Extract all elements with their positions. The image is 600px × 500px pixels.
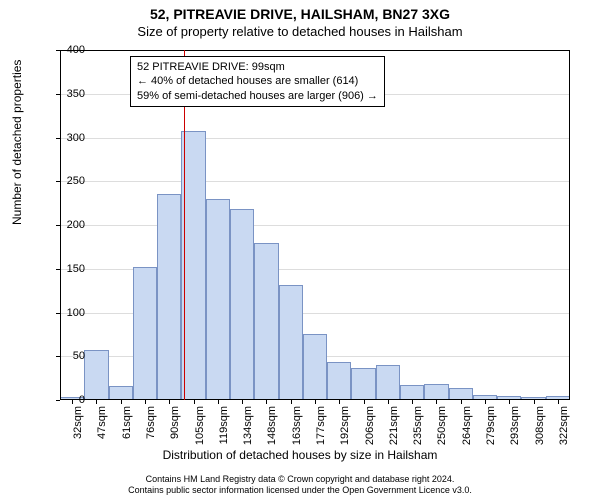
x-tick-mark bbox=[121, 400, 122, 404]
gridline bbox=[60, 138, 570, 139]
y-axis-label: Number of detached properties bbox=[10, 60, 24, 225]
x-tick-label: 322sqm bbox=[558, 406, 570, 451]
y-tick-label: 150 bbox=[45, 263, 85, 275]
annotation-line3: 59% of semi-detached houses are larger (… bbox=[137, 89, 378, 103]
x-tick-mark bbox=[266, 400, 267, 404]
x-tick-label: 61sqm bbox=[121, 406, 133, 451]
x-tick-mark bbox=[436, 400, 437, 404]
x-tick-label: 32sqm bbox=[72, 406, 84, 451]
histogram-bar bbox=[230, 209, 254, 400]
y-tick-label: 200 bbox=[45, 219, 85, 231]
x-tick-mark bbox=[534, 400, 535, 404]
x-tick-label: 206sqm bbox=[364, 406, 376, 451]
x-tick-label: 279sqm bbox=[485, 406, 497, 451]
y-tick-label: 300 bbox=[45, 132, 85, 144]
x-tick-mark bbox=[194, 400, 195, 404]
histogram-bar bbox=[157, 194, 181, 401]
x-tick-label: 293sqm bbox=[509, 406, 521, 451]
x-tick-mark bbox=[509, 400, 510, 404]
chart-subtitle: Size of property relative to detached ho… bbox=[0, 22, 600, 39]
annotation-line1: 52 PITREAVIE DRIVE: 99sqm bbox=[137, 60, 378, 74]
y-tick-label: 50 bbox=[45, 350, 85, 362]
x-tick-label: 221sqm bbox=[388, 406, 400, 451]
annotation-line2: ← 40% of detached houses are smaller (61… bbox=[137, 74, 378, 88]
x-tick-mark bbox=[145, 400, 146, 404]
histogram-bar bbox=[400, 385, 424, 400]
x-tick-label: 148sqm bbox=[266, 406, 278, 451]
histogram-bar bbox=[109, 386, 133, 400]
footer-line2: Contains public sector information licen… bbox=[0, 485, 600, 496]
x-tick-label: 90sqm bbox=[169, 406, 181, 451]
x-tick-label: 163sqm bbox=[291, 406, 303, 451]
footer-line1: Contains HM Land Registry data © Crown c… bbox=[0, 474, 600, 485]
x-tick-label: 250sqm bbox=[436, 406, 448, 451]
x-tick-label: 134sqm bbox=[242, 406, 254, 451]
y-tick-label: 350 bbox=[45, 88, 85, 100]
y-tick-label: 100 bbox=[45, 307, 85, 319]
x-axis-line bbox=[60, 399, 570, 400]
x-tick-mark bbox=[315, 400, 316, 404]
x-tick-mark bbox=[485, 400, 486, 404]
x-tick-label: 308sqm bbox=[534, 406, 546, 451]
histogram-bar bbox=[424, 384, 448, 400]
y-tick-label: 0 bbox=[45, 394, 85, 406]
x-tick-label: 264sqm bbox=[461, 406, 473, 451]
histogram-bar bbox=[351, 368, 375, 400]
x-tick-label: 235sqm bbox=[412, 406, 424, 451]
x-tick-mark bbox=[96, 400, 97, 404]
x-tick-mark bbox=[461, 400, 462, 404]
gridline bbox=[60, 181, 570, 182]
y-tick-label: 250 bbox=[45, 175, 85, 187]
x-tick-mark bbox=[169, 400, 170, 404]
histogram-bar bbox=[133, 267, 157, 400]
gridline bbox=[60, 225, 570, 226]
x-tick-mark bbox=[218, 400, 219, 404]
chart-footer: Contains HM Land Registry data © Crown c… bbox=[0, 474, 600, 497]
x-tick-label: 192sqm bbox=[339, 406, 351, 451]
chart-title: 52, PITREAVIE DRIVE, HAILSHAM, BN27 3XG bbox=[0, 0, 600, 22]
x-tick-label: 76sqm bbox=[145, 406, 157, 451]
x-tick-mark bbox=[291, 400, 292, 404]
x-tick-mark bbox=[242, 400, 243, 404]
histogram-bar bbox=[376, 365, 400, 400]
histogram-bar bbox=[303, 334, 327, 400]
chart-area: 52 PITREAVIE DRIVE: 99sqm ← 40% of detac… bbox=[60, 50, 570, 400]
x-tick-mark bbox=[558, 400, 559, 404]
histogram-bar bbox=[84, 350, 108, 400]
x-tick-label: 47sqm bbox=[96, 406, 108, 451]
y-tick-label: 400 bbox=[45, 44, 85, 56]
x-tick-label: 119sqm bbox=[218, 406, 230, 451]
x-tick-label: 105sqm bbox=[194, 406, 206, 451]
chart-container: 52, PITREAVIE DRIVE, HAILSHAM, BN27 3XG … bbox=[0, 0, 600, 500]
x-tick-mark bbox=[412, 400, 413, 404]
x-tick-label: 177sqm bbox=[315, 406, 327, 451]
y-axis-line-right bbox=[569, 50, 570, 400]
histogram-bar bbox=[279, 285, 303, 401]
histogram-bar bbox=[254, 243, 278, 401]
x-tick-mark bbox=[364, 400, 365, 404]
histogram-bar bbox=[327, 362, 351, 400]
x-tick-mark bbox=[339, 400, 340, 404]
x-tick-mark bbox=[388, 400, 389, 404]
annotation-box: 52 PITREAVIE DRIVE: 99sqm ← 40% of detac… bbox=[130, 56, 385, 107]
x-axis-line-top bbox=[60, 50, 570, 51]
histogram-bar bbox=[206, 199, 230, 400]
